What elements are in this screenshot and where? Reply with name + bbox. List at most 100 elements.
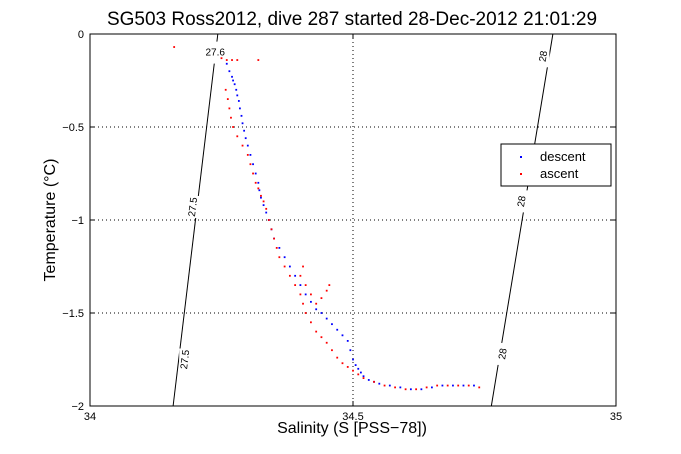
descent-point [232, 79, 234, 82]
ascent-point [257, 187, 260, 190]
descent-point [257, 181, 260, 184]
descent-point [294, 274, 297, 277]
contour-label-bg [496, 342, 509, 365]
ascent-point [270, 228, 273, 231]
descent-point [236, 94, 239, 97]
legend-box [500, 143, 612, 187]
ascent-point [320, 297, 323, 300]
descent-point [399, 386, 402, 389]
ascent-point [246, 154, 249, 156]
ascent-point [262, 200, 265, 203]
ascent-point [278, 256, 281, 259]
ascent-point [254, 181, 257, 184]
descent-point [352, 358, 354, 361]
ascent-point [257, 59, 260, 61]
ascent-point [478, 386, 481, 389]
descent-point [431, 386, 433, 389]
descent-point [341, 334, 344, 337]
ascent-point [315, 330, 318, 333]
descent-point [349, 349, 352, 352]
descent-point [320, 312, 323, 314]
descent-point [228, 70, 231, 73]
y-tick-label: −1.5 [62, 308, 84, 320]
descent-point [346, 340, 349, 342]
ascent-point [236, 59, 239, 61]
ascent-point [294, 284, 297, 286]
y-axis-label: Temperature (°C) [42, 159, 59, 282]
descent-point [243, 129, 246, 132]
y-axis: 0 −0.5 −1 −1.5 −2 [62, 29, 616, 413]
descent-point [233, 83, 236, 86]
ascent-point [241, 144, 244, 147]
chart-title: SG503 Ross2012, dive 287 started 28-Dec-… [107, 9, 597, 30]
x-axis-label: Salinity (S [PSS−78]) [277, 420, 427, 437]
descent-point [452, 384, 454, 387]
ascent-point [173, 46, 176, 48]
descent-point [336, 328, 339, 331]
y-tick-label: −0.5 [62, 122, 84, 134]
legend-marker-descent [520, 156, 522, 158]
descent-point [357, 367, 360, 370]
ascent-point [325, 341, 328, 344]
contour-label: 27.5 [187, 196, 200, 217]
ascent-point [320, 336, 323, 339]
ascent-point [275, 247, 278, 249]
ascent-point [362, 377, 365, 379]
legend-label-descent: descent [540, 149, 586, 164]
ascent-point [236, 135, 239, 138]
descent-point [359, 371, 362, 374]
descent-point [462, 384, 465, 387]
ascent-point [230, 116, 232, 119]
descent-point [231, 75, 233, 78]
descent-point [258, 189, 261, 192]
ascent-point [220, 57, 223, 60]
descent-point [283, 256, 286, 259]
ascent-point [267, 219, 270, 221]
ascent-point [310, 293, 312, 296]
ascent-point [225, 59, 228, 61]
contour-label-bg [209, 41, 222, 64]
descent-point [262, 204, 265, 207]
plot-background [90, 34, 616, 406]
descent-point [249, 154, 252, 156]
density-contours: 27.5 27.5 27.6 28 28 28 [172, 33, 554, 407]
descent-point [362, 375, 365, 378]
descent-point [235, 88, 238, 91]
descent-point [409, 388, 412, 391]
x-tick-label: 34.5 [342, 411, 363, 423]
ascent-point [425, 386, 428, 389]
contour-label: 28 [497, 347, 510, 360]
descent-point [265, 211, 268, 214]
y-tick-label: −2 [71, 401, 84, 413]
legend: descent ascent [500, 143, 612, 187]
ascent-point [304, 312, 307, 314]
ascent-point [231, 59, 233, 61]
ascent-point [302, 265, 304, 268]
ascent-point [283, 265, 286, 268]
ascent-point [252, 172, 254, 175]
ascent-point [373, 380, 375, 383]
descent-point [240, 114, 243, 117]
contour-label-bg [537, 45, 550, 68]
data-points [173, 46, 481, 391]
legend-label-ascent: ascent [540, 166, 579, 181]
ascent-point [415, 388, 418, 391]
ascent-point [394, 386, 396, 389]
ascent-point [404, 388, 407, 391]
ascent-point [302, 302, 304, 305]
descent-point [254, 172, 257, 175]
contour-label-bg [187, 195, 200, 218]
ascent-point [457, 384, 460, 387]
x-tick-label: 35 [610, 411, 622, 423]
ascent-point [299, 293, 302, 296]
ascent-point [352, 369, 354, 372]
ascent-point [265, 207, 268, 210]
x-tick-label: 34 [84, 411, 96, 423]
ascent-point [304, 284, 307, 286]
descent-point [325, 317, 328, 320]
contour-line-27.5 [172, 33, 219, 407]
descent-point [246, 144, 249, 147]
contour-label: 28 [538, 50, 551, 63]
descent-point [473, 384, 475, 387]
